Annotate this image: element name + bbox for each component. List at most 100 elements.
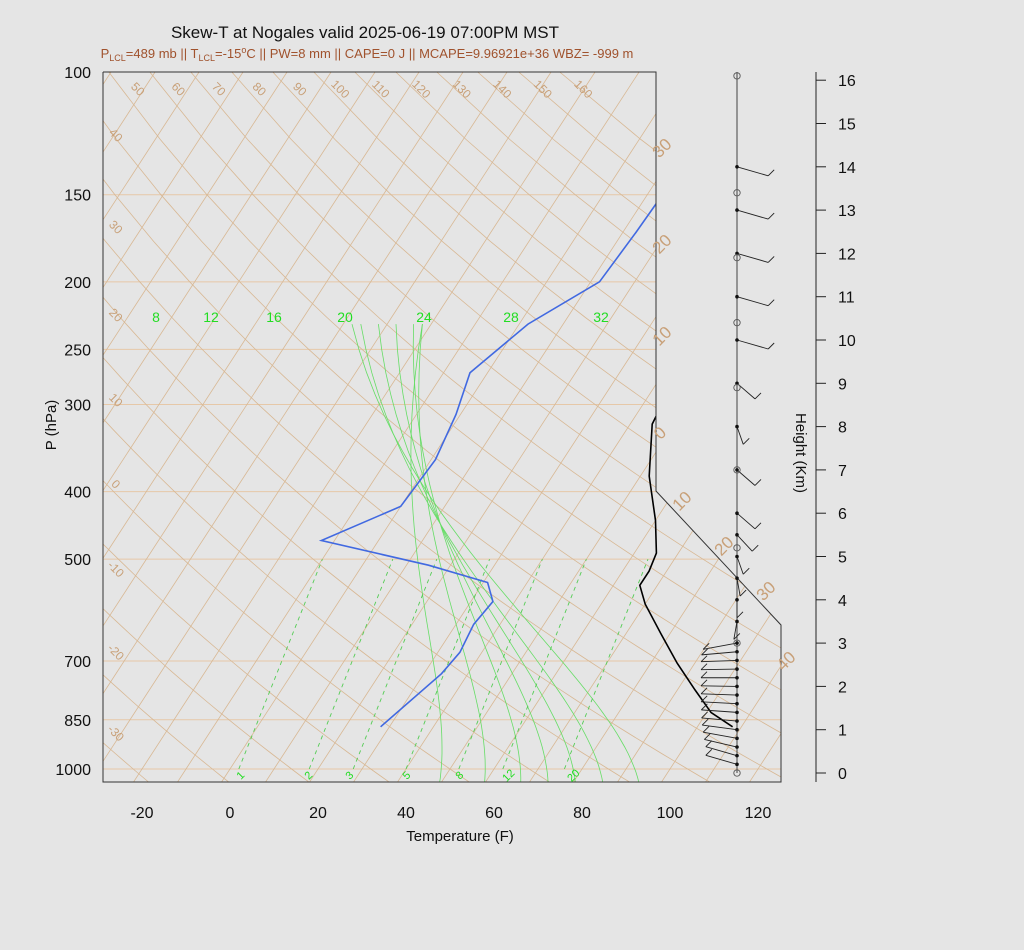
height-tick-label: 8 [838, 420, 847, 437]
wind-barb-flag [767, 212, 775, 220]
wind-barb [736, 339, 769, 350]
height-tick-label: 14 [838, 160, 856, 177]
wind-barb [701, 717, 738, 722]
wind-barb-flag [767, 256, 775, 263]
wind-level-dot [735, 208, 739, 212]
p-lcl-value: 489 mb [133, 46, 176, 61]
wind-level-dot [735, 684, 739, 689]
mixing-ratio-label-top: 32 [593, 309, 609, 325]
height-tick-label: 10 [838, 333, 856, 350]
dry-adiabat-line [103, 72, 392, 782]
wind-barb [705, 754, 738, 765]
wind-level-dot [735, 693, 739, 697]
dry-adiabat-line [103, 72, 781, 782]
mixing-ratio-label-top: 28 [503, 309, 519, 325]
wind-level-dot [735, 598, 739, 602]
wind-level-dot [735, 762, 739, 767]
isotherm-line [176, 72, 640, 782]
mixing-ratio-line [308, 559, 394, 770]
wind-barb-flag [700, 695, 708, 703]
wind-level-marker [733, 466, 741, 474]
mixing-ratio-line [502, 559, 587, 770]
dry-adiabat-line [103, 72, 312, 782]
wind-barb-flag [742, 438, 750, 445]
wind-barb-flag [705, 749, 713, 756]
x-tick-label: 100 [657, 805, 684, 822]
dry-adiabat-line [108, 72, 781, 782]
height-tick-label: 12 [838, 246, 856, 263]
wind-barb-flag [767, 169, 775, 177]
dry-adiabat-line [103, 72, 473, 782]
dry-adiabat-line [103, 72, 232, 782]
wind-level-dot [735, 576, 739, 580]
wind-barb-flag [701, 703, 708, 711]
mixing-ratio-label-top: 24 [416, 309, 432, 325]
p-tick-label: 400 [64, 485, 91, 502]
isotherm-line [103, 72, 200, 782]
isotherm-line [103, 72, 552, 782]
p-tick-label: 850 [64, 713, 91, 730]
wind-barb [701, 709, 738, 713]
p-tick-label: 500 [64, 552, 91, 569]
wind-level-marker [733, 189, 741, 197]
dry-adiabat-line [272, 72, 781, 782]
wind-level-marker [733, 769, 741, 777]
wind-level-dot [735, 667, 739, 671]
x-tick-label: 120 [745, 805, 772, 822]
height-axis-label: Height (Km) [792, 413, 809, 493]
wind-level-dot [735, 511, 739, 515]
p-tick-label: 1000 [55, 762, 91, 779]
moist-adiabat-line [378, 324, 576, 782]
wind-level-dot [735, 641, 739, 645]
isotherm-line [103, 72, 376, 782]
wind-barb [701, 651, 738, 656]
wind-level-dot [735, 468, 739, 472]
wind-barb [701, 659, 738, 663]
wind-barb-flag [702, 725, 710, 733]
isotherm-line [103, 72, 508, 782]
dry-adiabat-line [103, 72, 781, 782]
wind-barb [736, 426, 744, 445]
wbz-value: -999 m [593, 46, 633, 61]
wind-level-marker [733, 544, 741, 552]
height-tick-label: 16 [838, 73, 856, 90]
wind-barb [736, 512, 756, 530]
wind-level-dot [735, 294, 739, 299]
wind-barb [736, 166, 769, 177]
isotherm-line [264, 72, 728, 782]
height-tick-label: 13 [838, 203, 856, 220]
height-tick-label: 7 [838, 463, 847, 480]
wind-barb-flag [742, 567, 750, 575]
wind-barb-flag [736, 611, 744, 619]
height-tick-label: 3 [838, 636, 847, 653]
plot-border [102, 71, 782, 783]
wind-barb-flag [701, 711, 708, 719]
x-tick-label: 0 [226, 805, 235, 822]
wind-barb-flag [754, 522, 762, 530]
wind-level-marker [733, 383, 741, 392]
isotherm-line [220, 72, 684, 782]
wind-barb [736, 534, 753, 552]
wind-barb-flag [701, 718, 709, 726]
y-axis-label: P (hPa) [43, 400, 60, 451]
dewpoint-trace [318, 72, 781, 728]
wind-level-dot [735, 338, 739, 342]
isotherm-line [103, 72, 420, 782]
wind-level-dot [735, 719, 739, 723]
dry-adiabat-line [103, 72, 781, 782]
wind-barb [702, 724, 738, 731]
x-tick-label: 40 [397, 805, 415, 822]
moist-adiabat-line [360, 324, 604, 782]
wind-level-dot [735, 658, 739, 663]
cape-value: 0 J [388, 46, 405, 61]
wind-barb-flag [704, 733, 711, 740]
t-lcl-value: -15 [223, 46, 242, 61]
x-tick-label: -20 [130, 805, 153, 822]
mixing-ratio-line [458, 559, 543, 770]
wind-level-marker [733, 639, 741, 647]
height-tick-label: 9 [838, 376, 847, 393]
isotherm-line [660, 72, 781, 782]
